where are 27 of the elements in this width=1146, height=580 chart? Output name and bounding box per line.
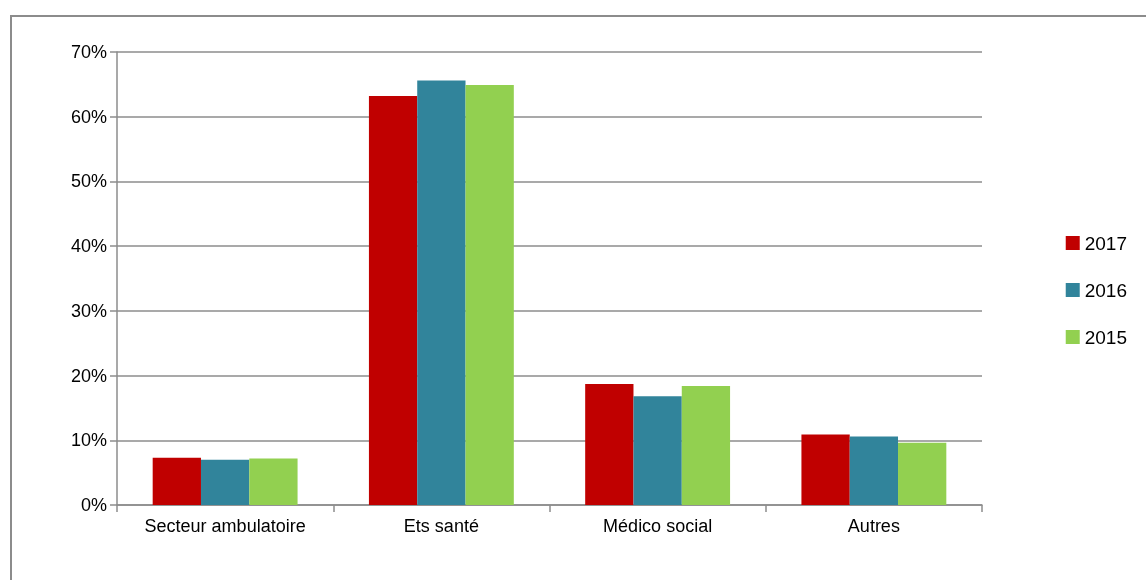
y-tick-label: 50% bbox=[70, 171, 107, 192]
y-tick-label: 0% bbox=[80, 495, 107, 515]
bar bbox=[633, 396, 682, 505]
bar bbox=[585, 383, 634, 505]
bar bbox=[417, 80, 466, 505]
legend-label: 2017 bbox=[1084, 232, 1128, 254]
y-tick-label: 60% bbox=[70, 106, 107, 127]
x-tick-label: Secteur ambulatoire bbox=[144, 516, 306, 536]
y-tick-label: 10% bbox=[70, 430, 107, 451]
bar bbox=[898, 442, 947, 505]
bar bbox=[249, 458, 298, 505]
bar bbox=[465, 85, 514, 505]
y-tick-label: 40% bbox=[70, 236, 107, 257]
legend-label: 2015 bbox=[1084, 326, 1128, 348]
bar bbox=[368, 96, 418, 505]
x-tick-label: Médico social bbox=[603, 516, 713, 536]
bar bbox=[681, 385, 731, 505]
bar bbox=[152, 457, 201, 505]
legend-label: 2016 bbox=[1084, 279, 1128, 301]
y-tick-label: 30% bbox=[70, 300, 107, 321]
bar bbox=[801, 434, 850, 505]
bar bbox=[200, 459, 250, 505]
x-tick-label: Ets santé bbox=[403, 516, 479, 536]
y-tick-label: 20% bbox=[70, 365, 107, 386]
bar bbox=[849, 436, 899, 505]
y-tick-label: 70% bbox=[70, 42, 107, 62]
x-tick-label: Autres bbox=[847, 516, 900, 536]
